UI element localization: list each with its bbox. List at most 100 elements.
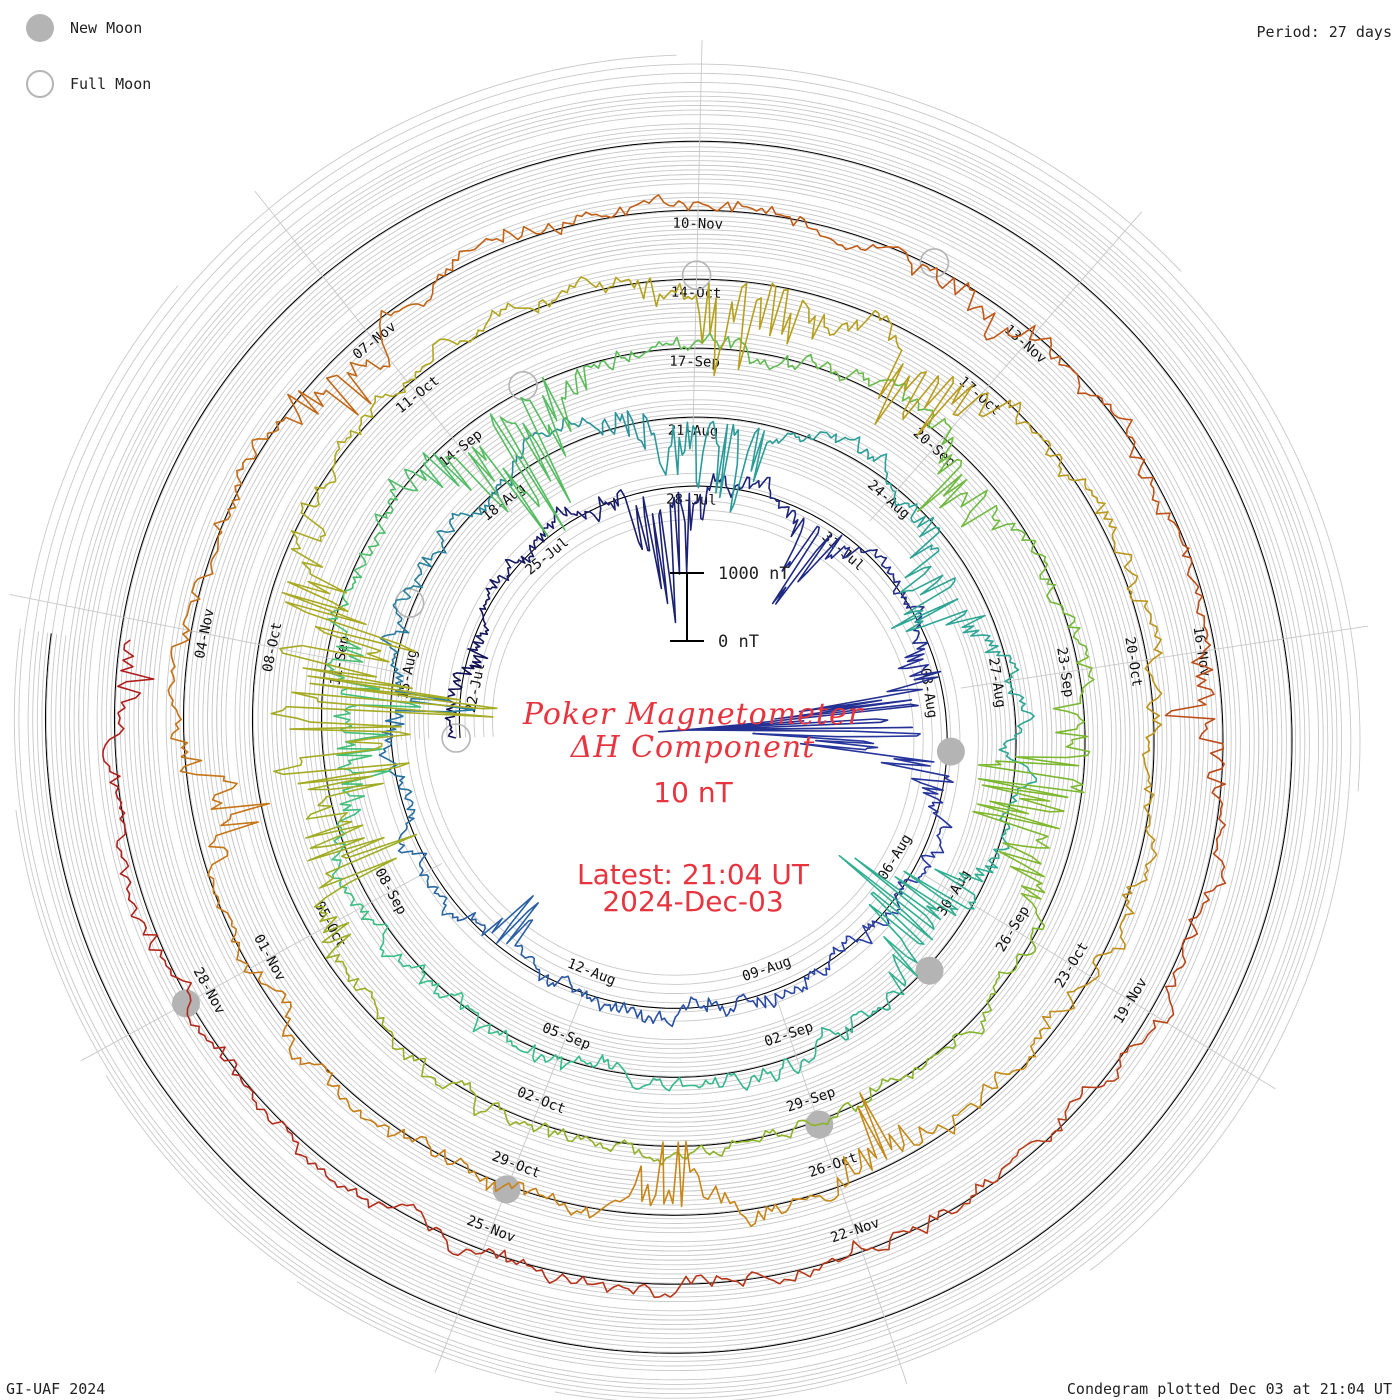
new-moon-marker <box>936 737 965 766</box>
trace-segment <box>821 936 918 1041</box>
trace-segment <box>657 641 942 733</box>
trace-segment <box>270 644 498 785</box>
trace-segment <box>727 968 820 1015</box>
date-tick-label: 26-Oct <box>807 1150 860 1181</box>
date-tick-label: 10-Nov <box>672 216 723 233</box>
trace-segment <box>582 1271 781 1299</box>
new-moon-marker <box>172 989 200 1018</box>
trace-segment <box>725 476 805 538</box>
legend-new-moon-label: New Moon <box>70 19 143 37</box>
date-tick-label: 17-Sep <box>669 354 720 371</box>
trace-segment <box>117 639 155 714</box>
trace-segment <box>864 309 996 437</box>
trace-segment <box>709 282 867 377</box>
trace-segment <box>761 205 938 276</box>
trace-segment <box>392 512 459 606</box>
trace-segment <box>586 1054 710 1092</box>
new-moon-icon <box>26 14 54 42</box>
trace-segment <box>1021 531 1090 658</box>
trace-segment <box>197 420 284 580</box>
trace-segment <box>977 656 1095 799</box>
date-tick-label: 08-Oct <box>260 621 286 674</box>
scale-bottom-label: 0 nT <box>718 632 759 652</box>
date-tick-label: 18-Aug <box>479 481 528 525</box>
trace-segment <box>917 417 1023 533</box>
trace-segment <box>458 432 540 518</box>
trace-segment <box>677 1119 824 1160</box>
scale-top-label: 1000 nT <box>718 564 790 584</box>
trace-segment <box>397 816 449 916</box>
trace-segment <box>750 430 874 483</box>
data-trace <box>102 194 1227 1299</box>
trace-segment <box>1198 723 1227 914</box>
trace-segment <box>243 1084 403 1209</box>
new-moon-marker <box>492 1175 521 1204</box>
trace-segment <box>805 1092 956 1202</box>
trace-segment <box>444 661 482 739</box>
trace-segment <box>653 420 760 513</box>
trace-segment <box>230 925 328 1073</box>
date-tick-label: 04-Nov <box>192 607 218 660</box>
trace-segment <box>472 1011 588 1071</box>
trace-segment <box>281 494 417 663</box>
trace-segment <box>880 564 929 644</box>
trace-segment <box>891 550 999 647</box>
new-moon-marker <box>915 956 944 985</box>
latest-date-label: 2024-Dec-03 <box>602 885 784 918</box>
full-moon-marker <box>441 723 471 753</box>
trace-segment <box>818 911 899 976</box>
full-moon-marker <box>681 260 712 291</box>
trace-segment <box>530 1122 679 1166</box>
trace-segment <box>1106 912 1201 1082</box>
trace-segment <box>379 923 476 1013</box>
trace-segment <box>321 916 404 1051</box>
trace-segment <box>415 299 557 373</box>
trace-segment <box>314 371 417 495</box>
trace-segment <box>445 377 571 538</box>
date-tick-label: 27-Aug <box>985 656 1008 708</box>
trace-segment <box>959 1080 1108 1209</box>
scale-bar: 1000 nT 0 nT <box>670 564 790 652</box>
chart-title: Poker Magnetometer <box>522 697 864 732</box>
chart-subtitle: ΔH Component <box>570 730 816 765</box>
date-tick-label: 02-Sep <box>762 1019 815 1050</box>
trace-segment <box>822 1046 948 1126</box>
legend-new-moon: New Moon <box>26 14 142 42</box>
full-moon-icon <box>26 70 54 98</box>
trace-segment <box>838 854 985 964</box>
trace-segment <box>1066 853 1158 1002</box>
trace-segment <box>752 730 954 829</box>
date-tick-label: 11-Oct <box>393 373 442 417</box>
trace-segment <box>640 1140 807 1228</box>
trace-segment <box>642 473 727 624</box>
date-tick-label: 29-Sep <box>784 1084 837 1115</box>
legend-full-moon-label: Full Moon <box>70 75 152 93</box>
trace-segment <box>558 336 678 433</box>
trace-segment <box>448 895 539 970</box>
date-tick-label: 09-Aug <box>740 954 793 985</box>
trace-segment <box>167 578 201 758</box>
baseline-label: 10 nT <box>653 776 733 809</box>
trace-segment <box>130 915 245 1086</box>
trace-segment <box>538 410 655 450</box>
trace-segment <box>467 579 501 664</box>
trace-segment <box>709 1035 823 1091</box>
date-tick-label: 03-Aug <box>917 667 940 719</box>
plotted-label: Condegram plotted Dec 03 at 21:04 UT <box>1066 1380 1392 1398</box>
date-tick-label: 23-Sep <box>1053 646 1076 698</box>
trace-segment <box>994 399 1114 527</box>
trace-segment <box>952 1000 1075 1117</box>
full-moon-marker <box>508 370 538 401</box>
trace-segment <box>771 522 888 605</box>
trace-segment <box>179 756 271 927</box>
trace-segment <box>554 489 651 552</box>
trace-segment <box>1164 540 1216 725</box>
date-tick-label: 07-Nov <box>350 319 399 363</box>
trace-segment <box>946 932 1037 1050</box>
trace-segment <box>326 1071 470 1173</box>
trace-segment <box>401 1203 584 1285</box>
trace-segment <box>536 968 628 1014</box>
period-label: Period: 27 days <box>1256 23 1392 41</box>
latest-time-label: Latest: 21:04 UT <box>576 858 810 891</box>
